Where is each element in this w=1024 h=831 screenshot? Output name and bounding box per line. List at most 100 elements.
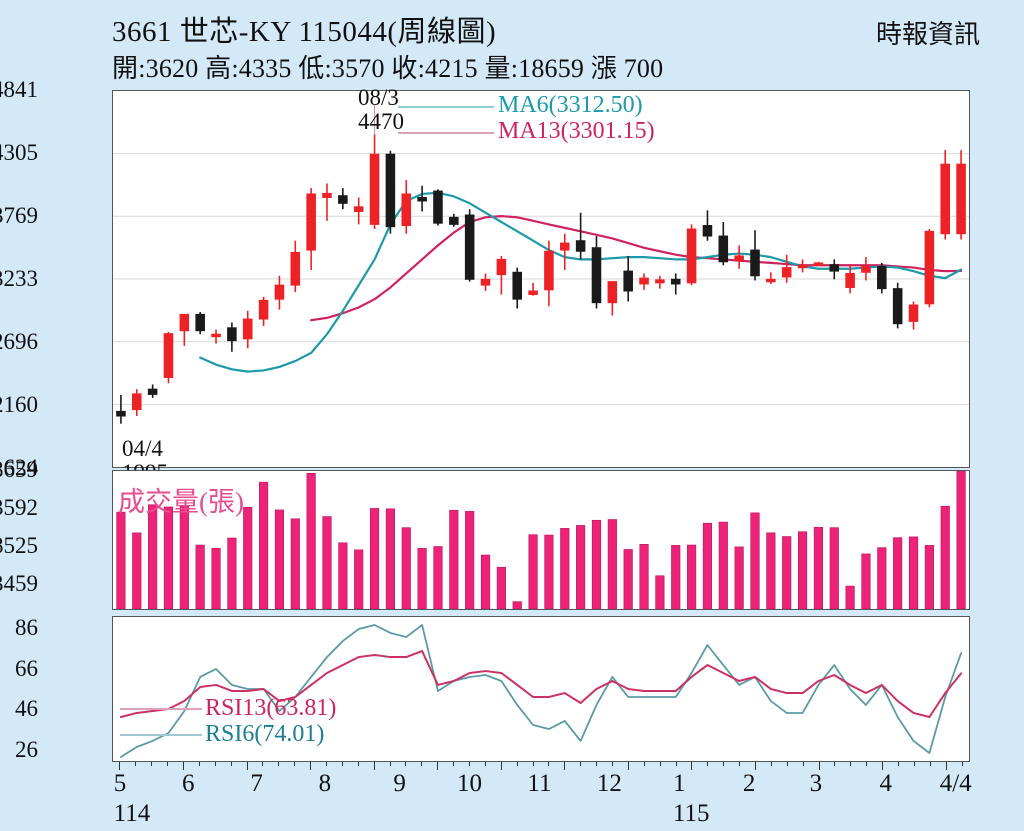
candlestick	[829, 259, 840, 280]
page-title: 3661 世芯-KY 115044(周線圖)	[112, 16, 497, 48]
volume-bar	[290, 518, 300, 609]
candlestick	[528, 282, 538, 296]
candlestick	[116, 395, 126, 424]
ma13-line	[310, 215, 963, 322]
volume-bar	[211, 548, 221, 609]
price-chart-panel[interactable]	[112, 90, 970, 468]
volume-axis: 18659 13592 8525 3459	[0, 458, 96, 610]
candlestick	[131, 389, 142, 417]
volume-bar	[940, 505, 950, 609]
volume-bar	[354, 549, 364, 609]
candlestick	[195, 312, 205, 335]
candlestick	[924, 229, 935, 308]
rsi-axis-tick: 86	[15, 615, 38, 641]
candlestick	[750, 230, 760, 281]
ohlc-summary: 開:3620 高:4335 低:3570 收:4215 量:18659 漲 70…	[112, 54, 664, 83]
ma13-legend-line	[398, 132, 494, 134]
candlestick	[274, 275, 285, 310]
candlestick	[464, 209, 475, 282]
candlestick	[417, 185, 427, 212]
price-axis-tick: 2160	[0, 392, 38, 418]
x-axis-label: 5	[113, 770, 127, 797]
x-axis-label: 12	[596, 770, 622, 797]
candlestick	[892, 282, 903, 329]
volume-axis-tick: 18659	[0, 457, 38, 482]
volume-bar	[449, 509, 459, 609]
volume-bar	[243, 507, 253, 609]
volume-bar	[369, 508, 380, 609]
candlestick	[591, 236, 602, 309]
low-annotation-date: 04/4	[122, 436, 163, 461]
volume-bar	[528, 534, 538, 609]
volume-bar	[687, 544, 697, 609]
volume-bar	[259, 481, 269, 609]
candlestick	[369, 134, 380, 230]
candlestick	[718, 222, 729, 266]
candlestick	[306, 188, 316, 270]
x-axis-label: 4/4	[939, 770, 972, 797]
candlestick	[845, 264, 855, 294]
candlestick	[242, 310, 253, 349]
volume-bar	[924, 545, 934, 609]
source-label: 時報資訊	[875, 20, 980, 49]
volume-bar	[718, 521, 728, 609]
volume-bar	[512, 601, 522, 609]
rsi-axis-tick: 46	[15, 696, 38, 722]
candlestick	[480, 273, 491, 291]
high-annotation: 08/3 4470	[358, 85, 404, 134]
rsi13-legend-label: RSI13(63.81)	[205, 695, 337, 721]
volume-bar	[861, 553, 871, 609]
x-axis-label: 1	[672, 770, 686, 797]
volume-bar	[195, 544, 205, 609]
volume-bar	[385, 508, 395, 609]
rsi-axis-tick: 66	[15, 655, 38, 681]
x-axis-label: 4	[879, 770, 893, 797]
volume-bar	[163, 506, 174, 609]
price-axis-tick: 4305	[0, 139, 38, 165]
candlestick	[353, 197, 364, 225]
volume-bar	[607, 519, 617, 609]
candlestick	[908, 301, 919, 330]
candlestick	[702, 210, 713, 241]
candlestick	[766, 272, 776, 284]
price-axis-tick: 2696	[0, 329, 38, 355]
volume-bar	[433, 546, 443, 609]
candlestick	[544, 240, 554, 307]
volume-bar	[750, 512, 760, 609]
x-axis-label: 7	[250, 770, 263, 797]
candlestick	[781, 254, 792, 283]
volume-bar	[702, 522, 713, 609]
volume-bar	[591, 519, 602, 609]
x-axis-label: 8	[318, 770, 332, 797]
candlestick	[575, 212, 586, 260]
x-axis-year-label: 114	[113, 800, 151, 827]
volume-bar	[401, 527, 411, 609]
x-axis-label: 10	[457, 770, 482, 797]
volume-bar	[813, 526, 823, 609]
volume-bar	[544, 534, 554, 609]
ma6-legend-line	[398, 106, 494, 108]
price-axis: 4841 4305 3769 3233 2696 2160 1624	[0, 78, 96, 479]
volume-bar	[576, 525, 586, 609]
high-annotation-date: 08/3	[358, 85, 399, 110]
volume-bar	[623, 549, 633, 609]
volume-bar	[671, 545, 681, 609]
volume-bar	[782, 536, 792, 609]
volume-bar	[797, 531, 808, 609]
volume-axis-tick: 13592	[0, 495, 38, 521]
volume-bar	[496, 566, 506, 609]
rsi-chart-panel[interactable]	[112, 616, 970, 762]
volume-bar	[956, 471, 966, 609]
candlestick	[512, 267, 523, 309]
rsi13-legend-line	[120, 708, 202, 710]
rsi-axis-tick: 26	[15, 736, 38, 762]
volume-bar	[734, 546, 744, 609]
candlestick	[670, 273, 681, 295]
candlestick	[258, 296, 269, 327]
candlestick	[797, 259, 808, 273]
volume-chart-panel[interactable]	[112, 470, 970, 610]
volume-bar	[766, 532, 776, 609]
x-axis-label: 6	[182, 770, 195, 797]
volume-axis-tick: 3459	[0, 571, 38, 597]
volume-bar	[480, 554, 491, 609]
